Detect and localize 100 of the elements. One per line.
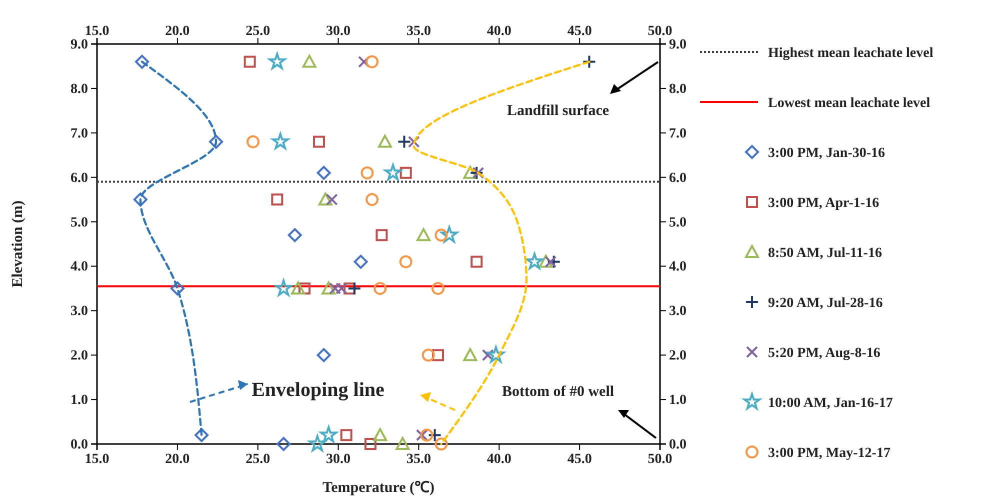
point <box>434 438 448 450</box>
point <box>364 438 376 450</box>
y-tick-label: 8.0 <box>70 82 88 97</box>
point <box>470 256 483 268</box>
point <box>316 166 331 180</box>
x2-tick-label: 20.0 <box>165 452 190 467</box>
y2-tick-label: 6.0 <box>669 170 686 186</box>
point <box>422 348 435 362</box>
point <box>354 254 368 269</box>
x-tick-label: 35.0 <box>406 24 431 39</box>
point <box>378 134 392 148</box>
x2-tick-label: 30.0 <box>326 452 351 467</box>
y-tick-label: 0.0 <box>70 437 88 452</box>
point <box>358 56 370 68</box>
point <box>397 134 412 149</box>
legend-label: 3:00 PM, Jan-30-16 <box>768 146 886 161</box>
point <box>432 349 444 362</box>
point <box>209 134 224 149</box>
point <box>244 56 256 68</box>
legend-label: Highest mean leachate level <box>768 46 934 61</box>
point <box>463 166 478 179</box>
point <box>408 136 420 148</box>
y-tick-label: 9.0 <box>70 37 88 52</box>
point <box>288 228 302 242</box>
x-tick-label: 25.0 <box>246 24 270 39</box>
y2-tick-label: 9.0 <box>669 37 686 52</box>
point <box>170 281 184 296</box>
annotation: Enveloping line <box>252 379 385 401</box>
point <box>428 428 442 442</box>
point <box>366 193 379 206</box>
point <box>472 166 484 179</box>
x-tick-label: 50.0 <box>648 24 672 39</box>
point <box>276 437 291 451</box>
y2-tick-label: 1.0 <box>669 393 686 408</box>
point <box>291 281 306 294</box>
point <box>360 166 374 180</box>
x2-tick-label: 40.0 <box>486 452 512 467</box>
legend-label: Lowest mean leachate level <box>768 96 930 111</box>
annotation: Bottom of #0 well <box>502 384 614 400</box>
y2-tick-label: 7.0 <box>669 126 686 142</box>
point <box>470 166 484 180</box>
point <box>482 349 494 362</box>
point <box>268 52 286 70</box>
point <box>434 228 448 242</box>
x2-tick-label: 45.0 <box>567 452 592 467</box>
point <box>546 254 561 269</box>
y-tick-label: 4.0 <box>70 260 88 275</box>
y-axis-title: Elevation (m) <box>10 200 26 288</box>
y2-tick-label: 4.0 <box>669 260 686 275</box>
point <box>544 256 557 268</box>
x-tick-label: 15.0 <box>84 24 110 39</box>
x-tick-label: 20.0 <box>165 24 190 39</box>
x2-tick-label: 50.0 <box>648 452 672 467</box>
y2-tick-label: 8.0 <box>669 82 686 97</box>
legend-label: 9:20 AM, Jul-28-16 <box>768 296 883 311</box>
point <box>271 194 284 206</box>
point <box>133 192 148 207</box>
x-tick-label: 45.0 <box>567 24 592 39</box>
y-tick-label: 2.0 <box>70 348 88 364</box>
point <box>416 228 431 242</box>
legend-label: 3:00 PM, Apr-1-16 <box>768 196 880 211</box>
point <box>396 437 410 450</box>
point <box>374 282 387 295</box>
x2-tick-label: 35.0 <box>406 452 431 467</box>
legend-label: 8:50 AM, Jul-11-16 <box>768 246 882 261</box>
y2-tick-label: 2.0 <box>669 348 686 364</box>
point <box>347 281 362 296</box>
x2-tick-label: 15.0 <box>84 452 110 467</box>
x2-tick-label: 25.0 <box>246 452 270 467</box>
point <box>373 428 388 442</box>
point <box>420 428 434 442</box>
annotation: Landfill surface <box>506 103 610 119</box>
y-tick-label: 1.0 <box>70 393 88 408</box>
point <box>302 54 316 68</box>
y2-tick-label: 3.0 <box>669 304 686 320</box>
point <box>400 166 412 179</box>
point <box>316 348 331 362</box>
point <box>399 255 412 268</box>
point <box>194 428 209 442</box>
point <box>322 281 336 294</box>
point <box>318 192 332 206</box>
legend-label: 3:00 PM, May-12-17 <box>768 446 890 461</box>
point <box>432 282 445 295</box>
y-tick-label: 6.0 <box>70 170 88 186</box>
legend-label: 10:00 AM, Jan-16-17 <box>768 396 893 411</box>
x-tick-label: 40.0 <box>486 24 512 39</box>
y2-tick-label: 5.0 <box>669 215 686 230</box>
point <box>135 54 150 69</box>
point <box>340 429 352 442</box>
y-tick-label: 3.0 <box>70 304 88 320</box>
y2-tick-label: 0.0 <box>669 437 686 452</box>
point <box>376 229 388 242</box>
point <box>366 55 379 68</box>
point <box>582 54 596 69</box>
point <box>416 429 428 442</box>
point <box>463 348 478 362</box>
x-axis-title: Temperature (℃) <box>322 480 435 496</box>
y-tick-label: 7.0 <box>70 126 88 142</box>
x-tick-label: 30.0 <box>326 24 351 39</box>
point <box>538 254 553 268</box>
